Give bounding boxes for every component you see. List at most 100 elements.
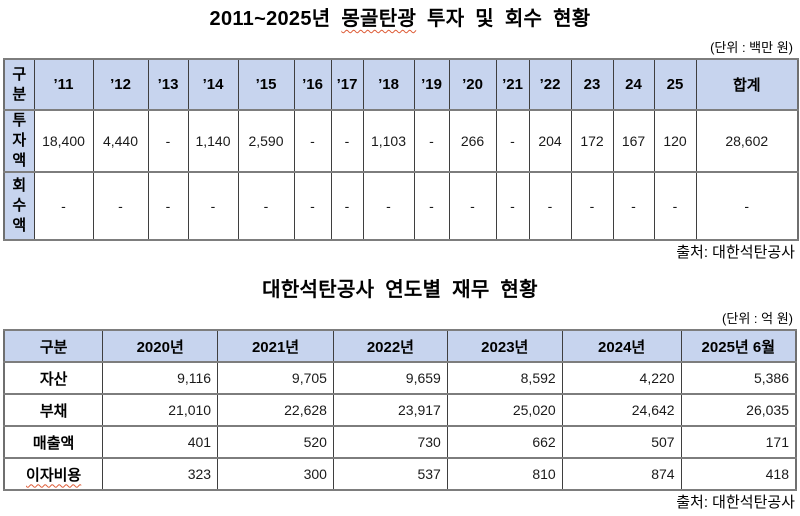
value-cell: - bbox=[293, 109, 332, 173]
year-header-2020: 2020년 bbox=[102, 329, 219, 363]
value-cell: 172 bbox=[570, 109, 614, 173]
total-column-header: 합계 bbox=[695, 58, 799, 111]
year-header-24: 24 bbox=[612, 58, 655, 111]
row-label-revenue: 매출액 bbox=[3, 425, 104, 459]
value-cell: - bbox=[413, 109, 450, 173]
value-cell: - bbox=[92, 171, 149, 241]
value-cell: 171 bbox=[680, 425, 797, 459]
value-cell: - bbox=[570, 171, 614, 241]
row-label-recovery: 회 수 액 bbox=[3, 171, 35, 241]
year-header-13: ’13 bbox=[147, 58, 189, 111]
year-header-14: ’14 bbox=[187, 58, 239, 111]
value-cell: - bbox=[495, 109, 530, 173]
year-header-2024: 2024년 bbox=[561, 329, 682, 363]
row-label-interest-expense: 이자비용 bbox=[3, 457, 104, 491]
interest-expense-row: 이자비용 323 300 537 810 874 418 bbox=[3, 457, 797, 491]
value-cell: 300 bbox=[217, 457, 334, 491]
year-header-11: ’11 bbox=[33, 58, 94, 111]
value-cell: 507 bbox=[561, 425, 682, 459]
recovery-amount-row: 회 수 액 - - - - - - - - - - - - - - - - bbox=[3, 171, 799, 241]
year-header-19: ’19 bbox=[413, 58, 450, 111]
year-header-12: ’12 bbox=[92, 58, 149, 111]
row-label-assets: 자산 bbox=[3, 361, 104, 395]
value-cell: 9,705 bbox=[217, 361, 334, 395]
value-cell: 25,020 bbox=[446, 393, 563, 427]
value-cell: 4,220 bbox=[561, 361, 682, 395]
value-cell: 23,917 bbox=[332, 393, 448, 427]
year-header-2021: 2021년 bbox=[217, 329, 334, 363]
value-cell: 323 bbox=[102, 457, 219, 491]
value-cell: - bbox=[362, 171, 415, 241]
row-label-text-spellcheck: 이자비용 bbox=[26, 466, 82, 484]
value-cell: 21,010 bbox=[102, 393, 219, 427]
value-cell: - bbox=[147, 109, 189, 173]
year-header-17: ’17 bbox=[330, 58, 364, 111]
value-cell: 8,592 bbox=[446, 361, 563, 395]
value-cell: - bbox=[330, 109, 364, 173]
value-cell: - bbox=[413, 171, 450, 241]
value-cell: 418 bbox=[680, 457, 797, 491]
value-cell: 167 bbox=[612, 109, 655, 173]
value-cell: - bbox=[612, 171, 655, 241]
value-cell: 810 bbox=[446, 457, 563, 491]
annual-financial-table: 구분 2020년 2021년 2022년 2023년 2024년 2025년 6… bbox=[3, 329, 797, 491]
investment-recovery-table: 구 분 ’11 ’12 ’13 ’14 ’15 ’16 ’17 ’18 ’19 … bbox=[3, 58, 799, 241]
value-cell: 26,035 bbox=[680, 393, 797, 427]
value-cell: - bbox=[147, 171, 189, 241]
value-cell: 204 bbox=[528, 109, 572, 173]
title-text: 2011~2025년 bbox=[209, 8, 342, 30]
value-cell: 874 bbox=[561, 457, 682, 491]
value-cell: - bbox=[330, 171, 364, 241]
row-label-liabilities: 부채 bbox=[3, 393, 104, 427]
year-header-21: ’21 bbox=[495, 58, 530, 111]
value-cell: - bbox=[528, 171, 572, 241]
value-cell: - bbox=[448, 171, 497, 241]
table-header-row: 구분 2020년 2021년 2022년 2023년 2024년 2025년 6… bbox=[3, 329, 797, 363]
value-cell: 9,116 bbox=[102, 361, 219, 395]
value-cell: 4,440 bbox=[92, 109, 149, 173]
value-cell: 662 bbox=[446, 425, 563, 459]
source-label: 출처: 대한석탄공사 bbox=[676, 494, 795, 511]
title-text-spellcheck: 몽골탄광 bbox=[341, 8, 417, 30]
year-header-23: 23 bbox=[570, 58, 614, 111]
liabilities-row: 부채 21,010 22,628 23,917 25,020 24,642 26… bbox=[3, 393, 797, 427]
value-cell: 120 bbox=[653, 109, 697, 173]
assets-row: 자산 9,116 9,705 9,659 8,592 4,220 5,386 bbox=[3, 361, 797, 395]
value-cell: 520 bbox=[217, 425, 334, 459]
value-cell: 2,590 bbox=[237, 109, 295, 173]
year-header-2025-june: 2025년 6월 bbox=[680, 329, 797, 363]
financial-table-title: 대한석탄공사 연도별 재무 현황 bbox=[262, 279, 538, 301]
source-label: 출처: 대한석탄공사 bbox=[676, 244, 795, 261]
investment-table-title: 2011~2025년 몽골탄광 투자 및 회수 현황 bbox=[3, 6, 797, 32]
year-header-18: ’18 bbox=[362, 58, 415, 111]
value-cell: - bbox=[293, 171, 332, 241]
value-cell: 730 bbox=[332, 425, 448, 459]
corner-header-gubun: 구 분 bbox=[3, 58, 35, 111]
year-header-2023: 2023년 bbox=[446, 329, 563, 363]
value-cell: 9,659 bbox=[332, 361, 448, 395]
total-value-cell: 28,602 bbox=[695, 109, 799, 173]
year-header-15: ’15 bbox=[237, 58, 295, 111]
value-cell: - bbox=[495, 171, 530, 241]
value-cell: 1,103 bbox=[362, 109, 415, 173]
year-header-20: ’20 bbox=[448, 58, 497, 111]
corner-header-gubun: 구분 bbox=[3, 329, 104, 363]
row-label-investment: 투 자 액 bbox=[3, 109, 35, 173]
unit-label-hundred-million-won: (단위 : 억 원) bbox=[722, 311, 793, 326]
revenue-row: 매출액 401 520 730 662 507 171 bbox=[3, 425, 797, 459]
value-cell: - bbox=[187, 171, 239, 241]
value-cell: - bbox=[237, 171, 295, 241]
value-cell: 1,140 bbox=[187, 109, 239, 173]
value-cell: - bbox=[653, 171, 697, 241]
year-header-22: ’22 bbox=[528, 58, 572, 111]
year-header-2022: 2022년 bbox=[332, 329, 448, 363]
year-header-16: ’16 bbox=[293, 58, 332, 111]
value-cell: 24,642 bbox=[561, 393, 682, 427]
value-cell: 537 bbox=[332, 457, 448, 491]
value-cell: - bbox=[33, 171, 94, 241]
value-cell: 266 bbox=[448, 109, 497, 173]
year-header-25: 25 bbox=[653, 58, 697, 111]
value-cell: 18,400 bbox=[33, 109, 94, 173]
value-cell: 5,386 bbox=[680, 361, 797, 395]
